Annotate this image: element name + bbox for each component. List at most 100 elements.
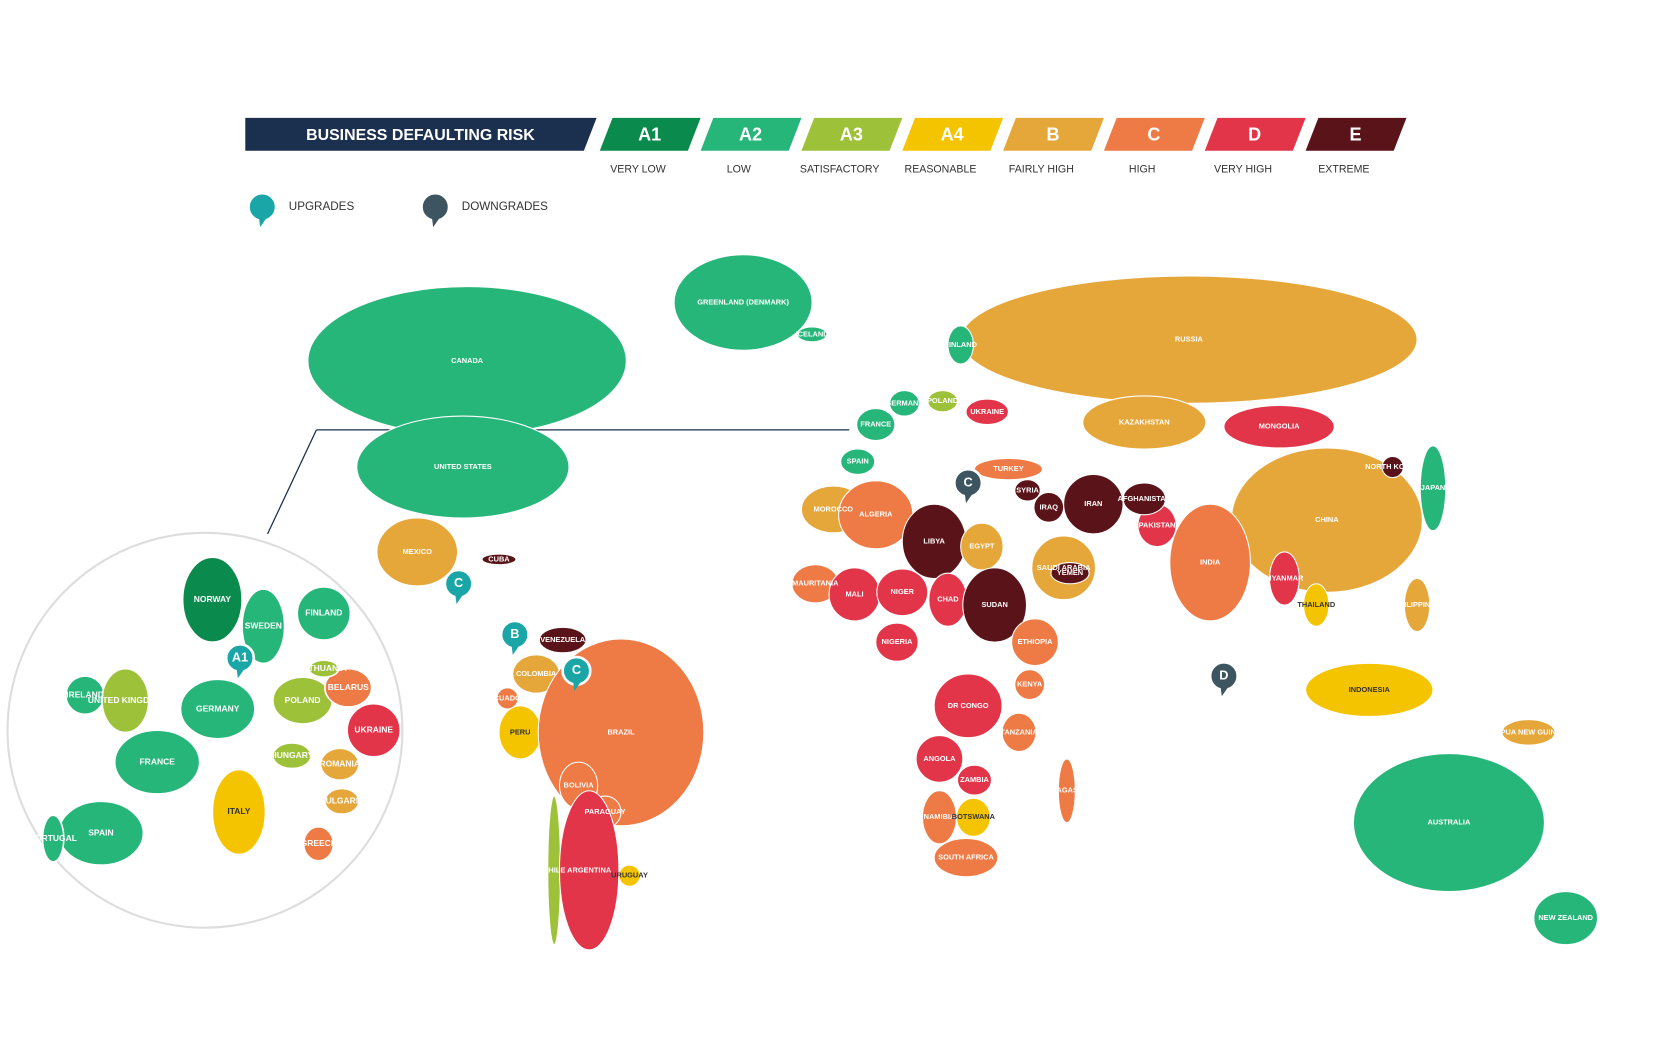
pin-tail — [236, 667, 246, 679]
country-label: NIGERIA — [882, 637, 914, 646]
country-shape — [272, 742, 312, 770]
country-label: BELARUS — [328, 682, 369, 692]
country-shape — [618, 864, 641, 887]
country-label: UKRAINE — [354, 725, 393, 735]
country-label: THAILAND — [1297, 600, 1336, 609]
country-label: POLAND — [927, 396, 959, 405]
country-shape — [956, 764, 992, 796]
badge-label: A1 — [232, 649, 248, 664]
country-shape — [915, 735, 964, 783]
country-shape — [296, 586, 352, 641]
country-shape — [1050, 562, 1090, 585]
country-shape — [1403, 577, 1431, 633]
pin-tail — [573, 680, 582, 691]
country-shape — [319, 747, 360, 781]
country-shape — [1169, 503, 1251, 622]
country-shape — [1014, 669, 1046, 701]
country-label: PAKISTAN — [1139, 520, 1176, 529]
country-label: LITHUANIA — [301, 663, 347, 673]
country-label: YEMEN — [1057, 568, 1083, 577]
country-shape — [1057, 758, 1076, 824]
country-label: COLOMBIA — [516, 669, 557, 678]
badge-label: B — [510, 626, 519, 641]
pin-tail — [432, 216, 441, 228]
country-shape — [1533, 891, 1599, 946]
pin — [247, 191, 278, 223]
country-label: LIBYA — [923, 536, 945, 545]
country-shape — [179, 678, 256, 740]
country-shape — [302, 826, 335, 862]
grade-label: VERY LOW — [610, 164, 666, 176]
grade-code: E — [1350, 125, 1362, 145]
country-label: ITALY — [227, 806, 250, 816]
country-label: PARAGUAY — [585, 807, 626, 816]
country-label: INDIA — [1200, 558, 1221, 567]
country-label: BOLIVIA — [564, 780, 595, 789]
country-label: DR CONGO — [948, 701, 989, 710]
country-label: IRAQ — [1040, 502, 1059, 511]
grade-code: A4 — [941, 125, 964, 145]
country-label: IRELAND — [66, 689, 104, 699]
grade-box — [1003, 117, 1104, 151]
country-label: BRAZIL — [607, 727, 635, 736]
country-label: FRANCE — [860, 420, 891, 429]
country-label: MALI — [845, 589, 863, 598]
country-label: SAUDI ARABIA — [1037, 563, 1091, 572]
inset-connector — [266, 429, 317, 535]
country-label: NEW ZEALAND — [1538, 913, 1593, 922]
country-label: FRANCE — [140, 756, 176, 766]
country-shape — [324, 667, 373, 708]
country-label: SOUTH AFRICA — [938, 853, 994, 862]
country-shape — [1381, 455, 1404, 479]
country-shape — [1269, 551, 1300, 606]
country-label: ICELAND — [796, 329, 830, 338]
country-shape — [113, 729, 201, 795]
country-label: SWEDEN — [245, 620, 282, 630]
country-label: NORTH KOREA — [1365, 462, 1421, 471]
country-label: IRAN — [1084, 499, 1102, 508]
badge-label: C — [572, 662, 581, 677]
country-shape — [376, 517, 459, 587]
country-label: INDONESIA — [1349, 685, 1391, 694]
country-label: GREECE — [301, 838, 337, 848]
country-label: MEXICO — [403, 547, 432, 556]
country-label: TURKEY — [993, 464, 1024, 473]
country-label: KENYA — [1017, 680, 1043, 689]
country-shape — [1011, 618, 1059, 667]
grade-box — [1305, 117, 1407, 151]
country-shape — [876, 568, 929, 617]
country-label: FINLAND — [305, 608, 342, 618]
grade-code: A2 — [739, 125, 762, 145]
country-label: NORWAY — [194, 594, 232, 604]
pin — [420, 191, 451, 223]
country-label: AUSTRALIA — [1428, 818, 1471, 827]
grade-box — [1204, 117, 1306, 151]
country-label: UNITED STATES — [434, 462, 492, 471]
grade-box — [599, 117, 701, 151]
country-label: GREENLAND (DENMARK) — [697, 297, 789, 306]
grade-box — [1103, 117, 1205, 151]
country-shape — [1419, 445, 1447, 532]
country-label: NIGER — [891, 587, 915, 596]
country-shape — [796, 326, 828, 343]
country-shape — [962, 567, 1028, 643]
grade-box — [700, 117, 802, 151]
legend-title: BUSINESS DEFAULTING RISK — [306, 127, 535, 144]
country-label: CHINA — [1315, 515, 1339, 524]
grade-label: VERY HIGH — [1214, 164, 1272, 176]
badge-label: C — [964, 474, 973, 489]
grade-box — [801, 117, 903, 151]
country-shape — [558, 790, 620, 951]
country-label: PAPUA NEW GUINEA — [1491, 727, 1567, 736]
pin-tail — [259, 216, 268, 228]
country-label: FINLAND — [944, 340, 977, 349]
country-label: ARGENTINA — [567, 865, 612, 874]
country-label: HUNGARY — [271, 750, 314, 760]
country-label: SPAIN — [847, 457, 869, 466]
grade-label: HIGH — [1129, 164, 1156, 176]
country-label: PORTUGAL — [29, 833, 77, 843]
country-shape — [856, 408, 896, 442]
country-label: MAURITANIA — [792, 579, 839, 588]
country-shape — [1014, 479, 1041, 502]
grade-code: A3 — [840, 125, 863, 145]
